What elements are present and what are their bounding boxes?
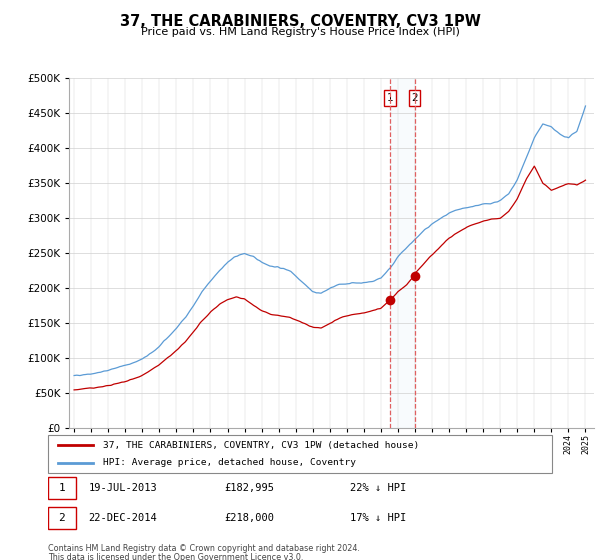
Text: 2: 2: [411, 93, 418, 103]
Text: 37, THE CARABINIERS, COVENTRY, CV3 1PW (detached house): 37, THE CARABINIERS, COVENTRY, CV3 1PW (…: [103, 441, 419, 450]
Text: HPI: Average price, detached house, Coventry: HPI: Average price, detached house, Cove…: [103, 459, 356, 468]
Text: £182,995: £182,995: [224, 483, 274, 493]
Text: 37, THE CARABINIERS, COVENTRY, CV3 1PW: 37, THE CARABINIERS, COVENTRY, CV3 1PW: [119, 14, 481, 29]
Text: 19-JUL-2013: 19-JUL-2013: [88, 483, 157, 493]
Bar: [390, 78, 415, 428]
Text: 1: 1: [58, 483, 65, 493]
Text: This data is licensed under the Open Government Licence v3.0.: This data is licensed under the Open Gov…: [48, 553, 304, 560]
Text: Price paid vs. HM Land Registry's House Price Index (HPI): Price paid vs. HM Land Registry's House …: [140, 27, 460, 37]
Text: 2: 2: [58, 513, 65, 523]
Text: Contains HM Land Registry data © Crown copyright and database right 2024.: Contains HM Land Registry data © Crown c…: [48, 544, 360, 553]
Text: £218,000: £218,000: [224, 513, 274, 523]
Text: 1: 1: [387, 93, 394, 103]
FancyBboxPatch shape: [48, 477, 76, 498]
Text: 22% ↓ HPI: 22% ↓ HPI: [350, 483, 407, 493]
Text: 17% ↓ HPI: 17% ↓ HPI: [350, 513, 407, 523]
FancyBboxPatch shape: [48, 435, 552, 473]
FancyBboxPatch shape: [48, 507, 76, 529]
Text: 22-DEC-2014: 22-DEC-2014: [88, 513, 157, 523]
